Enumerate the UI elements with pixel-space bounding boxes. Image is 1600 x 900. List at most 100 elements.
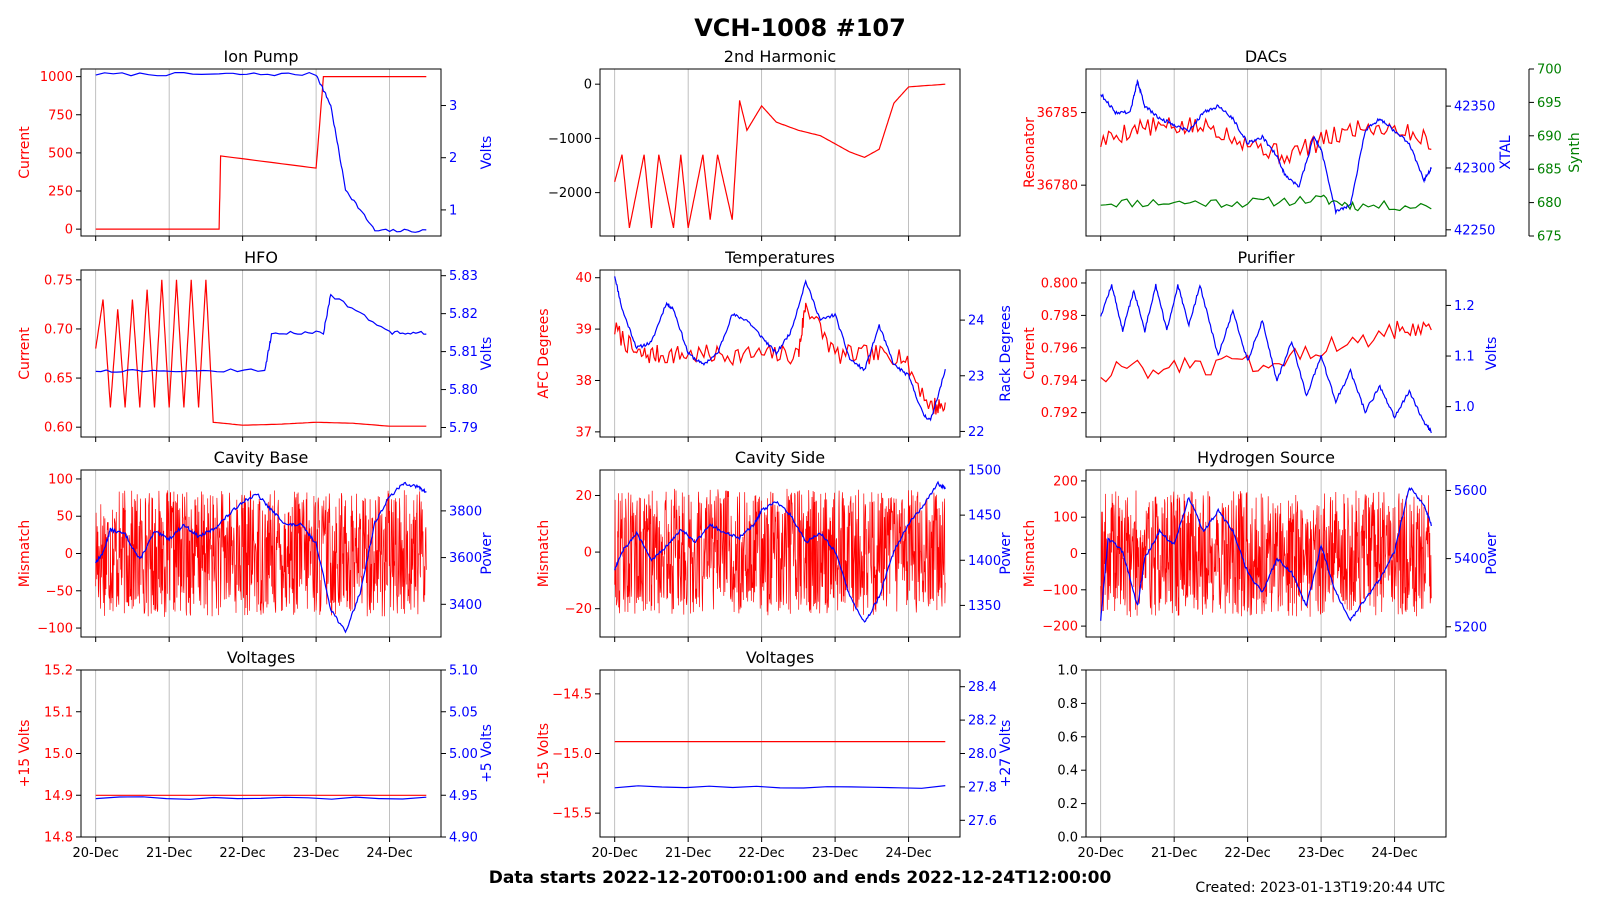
- panel-title: Voltages: [227, 648, 295, 667]
- x-tick-label: 24-Dec: [1371, 846, 1417, 861]
- x-tick-label: 22-Dec: [1224, 846, 1270, 861]
- y-label-right: +5 Volts: [479, 724, 495, 783]
- y-tick-label-right: 27.8: [968, 780, 997, 795]
- series-right: [614, 785, 946, 789]
- y-tick-label-right: 1450: [968, 509, 1001, 524]
- y-tick-label-right: 5.79: [449, 421, 478, 436]
- y-tick-label-left: 0.60: [44, 421, 73, 436]
- y-tick-label-right: 1.2: [1454, 299, 1475, 314]
- y-tick-label-left: 250: [48, 185, 73, 200]
- y-label-left: Mismatch: [536, 520, 552, 588]
- y-tick-label-left: 50: [56, 510, 73, 525]
- y-tick-label-left: 0.800: [1041, 276, 1078, 291]
- series-right: [1100, 487, 1432, 622]
- panel-title: Purifier: [1237, 248, 1294, 267]
- y-tick-label-left: 0.70: [44, 322, 73, 337]
- series-third: [1100, 194, 1432, 212]
- series-left: [95, 76, 427, 230]
- panel-grid: Ion Pump02505007501000Current123Volts2nd…: [17, 47, 1583, 861]
- panel-voltages-a: Voltages 20-Dec 21-Dec 22-Dec 23-Dec 24-Dec 14…: [17, 648, 495, 861]
- panel-empty-panel: 20-Dec 21-Dec 22-Dec 23-Dec 24-Dec 0.0 0.2 0.4 0…: [1057, 664, 1447, 861]
- x-tick-label: 21-Dec: [665, 846, 711, 861]
- y-tick-label-left: 0: [65, 223, 73, 238]
- panel-temperatures: Temperatures 37 38 39 40 AFC Degrees 22 23 24 Rac…: [536, 248, 1014, 442]
- y-tick-label-left: −20: [565, 602, 592, 617]
- y-tick-label-third: 685: [1537, 163, 1562, 178]
- y-tick-label-third: 700: [1537, 63, 1562, 78]
- figure-footer: Data starts 2022-12-20T00:01:00 and ends…: [489, 868, 1112, 888]
- y-label-third: Synth: [1567, 132, 1583, 172]
- y-tick-label-right: 23: [968, 369, 985, 384]
- panel-title: Ion Pump: [224, 47, 299, 66]
- y-tick-label-left: 0: [584, 78, 592, 93]
- y-tick-label-right: 5.80: [449, 383, 478, 398]
- y-tick-label-left: 39: [575, 323, 592, 338]
- y-tick-label-left: 0.796: [1041, 341, 1078, 356]
- y-tick-label-left: 1.0: [1057, 664, 1078, 679]
- y-label-right: Rack Degrees: [998, 305, 1014, 402]
- figure-created: Created: 2023-01-13T19:20:44 UTC: [1195, 880, 1445, 896]
- y-tick-label-left: 20: [575, 489, 592, 504]
- series-left: [95, 279, 427, 427]
- y-tick-label-left: 37: [575, 425, 592, 440]
- x-tick-label: 20-Dec: [591, 846, 637, 861]
- plot-frame: [599, 469, 961, 638]
- y-tick-label-left: 0.8: [1057, 697, 1078, 712]
- y-tick-label-right: 28.4: [968, 680, 997, 695]
- panel-hfo: HFO 0.60 0.65 0.70 0.75 Current 5.79 5.80 5.81 5.…: [17, 248, 495, 442]
- y-tick-label-right: 3400: [449, 598, 482, 613]
- y-tick-label-left: 200: [1053, 474, 1078, 489]
- plot-frame: [1085, 68, 1447, 237]
- panel-title: Voltages: [746, 648, 814, 667]
- x-tick-label: 24-Dec: [885, 846, 931, 861]
- plot-frame: [1085, 669, 1447, 838]
- y-tick-label-right: 1.1: [1454, 350, 1475, 365]
- y-tick-label-right: 5400: [1454, 552, 1487, 567]
- y-label-left: Current: [17, 126, 33, 179]
- y-tick-label-left: 15.1: [44, 705, 73, 720]
- y-tick-label-left: 14.8: [44, 831, 73, 846]
- x-tick-label: 23-Dec: [293, 846, 339, 861]
- y-tick-label-left: −1000: [548, 132, 592, 147]
- y-label-left: +15 Volts: [17, 720, 33, 788]
- panel-title: 2nd Harmonic: [724, 47, 836, 66]
- y-tick-label-left: 36780: [1037, 179, 1078, 194]
- plot-frame: [80, 68, 442, 237]
- series-left: [1100, 490, 1432, 618]
- y-tick-label-right: 1350: [968, 599, 1001, 614]
- y-tick-label-left: 1000: [40, 70, 73, 85]
- y-tick-label-right: 5.00: [449, 747, 478, 762]
- y-tick-label-left: 0: [584, 546, 592, 561]
- y-tick-label-left: 100: [48, 472, 73, 487]
- y-tick-label-right: 5.83: [449, 269, 478, 284]
- panel-title: Cavity Side: [735, 448, 825, 467]
- y-tick-label-right: 5200: [1454, 620, 1487, 635]
- y-tick-label-left: 100: [1053, 511, 1078, 526]
- y-label-right: Volts: [479, 337, 495, 371]
- y-tick-label-left: −100: [1042, 583, 1078, 598]
- y-tick-label-left: 14.9: [44, 789, 73, 804]
- panel-ion-pump: Ion Pump 0 250 500 750 1000 Current 1 2 3 Volts: [17, 47, 495, 241]
- y-label-right: +27 Volts: [998, 720, 1014, 788]
- y-tick-label-right: 5.81: [449, 345, 478, 360]
- y-tick-label-right: 28.2: [968, 714, 997, 729]
- y-tick-label-left: −14.5: [552, 687, 592, 702]
- y-tick-label-right: 1400: [968, 554, 1001, 569]
- y-tick-label-right: 3600: [449, 551, 482, 566]
- panel-title: Hydrogen Source: [1197, 448, 1335, 467]
- y-tick-label-third: 695: [1537, 96, 1562, 111]
- y-label-right: Power: [998, 532, 1014, 575]
- y-tick-label-left: 40: [575, 271, 592, 286]
- y-label-left: -15 Volts: [536, 723, 552, 784]
- y-label-left: AFC Degrees: [536, 308, 552, 398]
- y-tick-label-right: 3: [449, 99, 457, 114]
- panel-cavity-base: Cavity Base −100 −50 0 50 100 Mismatch 3400 3600…: [17, 448, 495, 642]
- series-right: [614, 276, 946, 422]
- y-tick-label-right: 5.10: [449, 664, 478, 679]
- y-tick-label-left: 0.6: [1057, 730, 1078, 745]
- y-tick-label-left: −15.5: [552, 807, 592, 822]
- y-tick-label-right: 1: [449, 203, 457, 218]
- panel-voltages-b: Voltages 20-Dec 21-Dec 22-Dec 23-Dec 24-Dec −1…: [536, 648, 1014, 861]
